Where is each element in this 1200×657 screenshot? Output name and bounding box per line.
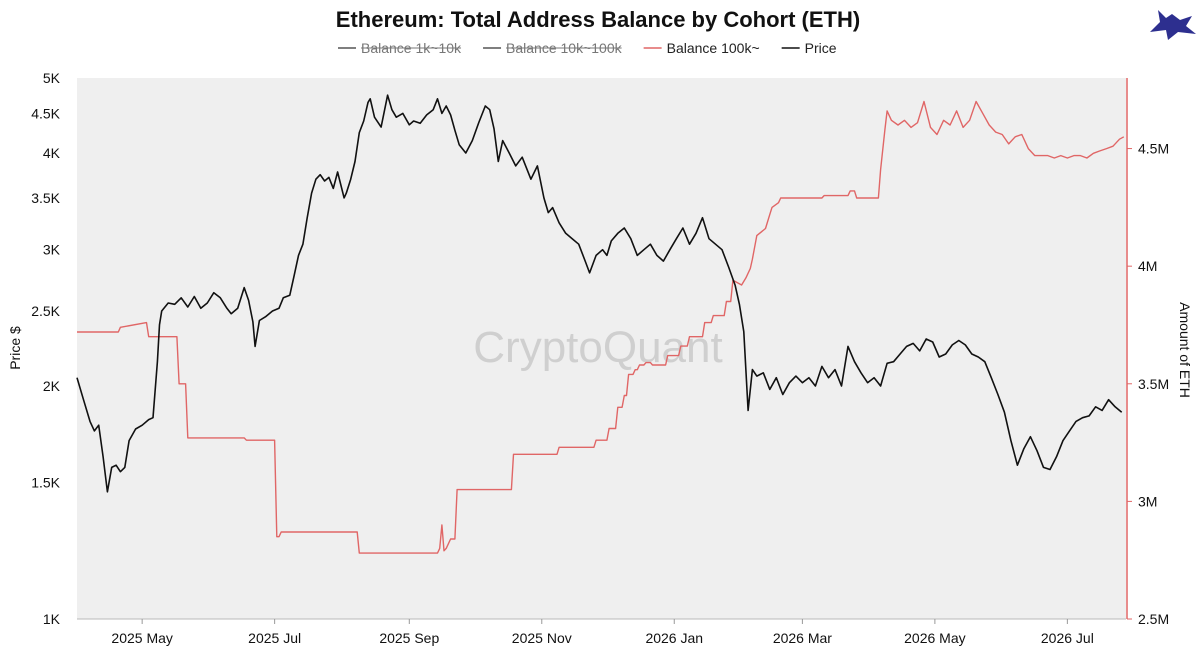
x-tick-label: 2026 Jan: [645, 630, 703, 646]
y-left-tick-label: 2K: [43, 378, 61, 394]
y-left-axis-ticks: 1K 1.5K 2K 2.5K 3K 3.5K 4K 4.5K 5K: [31, 70, 60, 627]
y-left-tick-label: 2.5K: [31, 303, 60, 319]
x-tick-label: 2026 May: [904, 630, 965, 646]
x-axis-ticks: 2025 May 2025 Jul 2025 Sep 2025 Nov 2026 Jan…: [111, 619, 1094, 646]
series-line-price: [76, 94, 1123, 493]
plot-area: [77, 78, 1126, 619]
x-tick-label: 2025 Jul: [248, 630, 301, 646]
y-left-tick-label: 4K: [43, 145, 61, 161]
watermark: CryptoQuant: [473, 323, 722, 372]
legend: Balance 1k~10k Balance 10k~100k Balance 10…: [338, 40, 837, 56]
y-left-tick-label: 3.5K: [31, 190, 60, 206]
series-line-balance-100k: [77, 100, 1125, 554]
chart-title: Ethereum: Total Address Balance by Cohor…: [336, 7, 860, 32]
y-right-axis-ticks: 2.5M 3M 3.5M 4M 4.5M: [1127, 141, 1169, 627]
y-left-tick-label: 1K: [43, 611, 61, 627]
brand-logo: [1146, 0, 1200, 44]
x-tick-label: 2025 Sep: [379, 630, 439, 646]
y-left-tick-label: 3K: [43, 242, 61, 258]
y-left-tick-label: 5K: [43, 70, 61, 86]
x-tick-label: 2025 Nov: [512, 630, 572, 646]
legend-item-3[interactable]: Price: [781, 40, 837, 56]
legend-label: Price: [805, 40, 837, 56]
legend-item-2[interactable]: Balance 100k~: [643, 40, 760, 56]
y-right-tick-label: 3.5M: [1138, 376, 1169, 392]
y-right-tick-label: 4.5M: [1138, 141, 1169, 157]
y-right-tick-label: 3M: [1138, 493, 1157, 509]
y-right-axis-label: Amount of ETH: [1177, 302, 1193, 398]
x-tick-label: 2025 May: [111, 630, 172, 646]
y-left-tick-label: 4.5K: [31, 105, 60, 121]
x-tick-label: 2026 Jul: [1041, 630, 1094, 646]
x-tick-label: 2026 Mar: [773, 630, 832, 646]
y-left-axis-label: Price $: [7, 326, 23, 370]
legend-item-1[interactable]: Balance 10k~100k: [483, 40, 623, 56]
legend-label: Balance 100k~: [667, 40, 760, 56]
brand-logo-icon: [1150, 10, 1196, 40]
y-right-tick-label: 2.5M: [1138, 611, 1169, 627]
series-layer: [76, 94, 1125, 554]
y-right-tick-label: 4M: [1138, 258, 1157, 274]
legend-item-0[interactable]: Balance 1k~10k: [338, 40, 462, 56]
y-left-tick-label: 1.5K: [31, 475, 60, 491]
